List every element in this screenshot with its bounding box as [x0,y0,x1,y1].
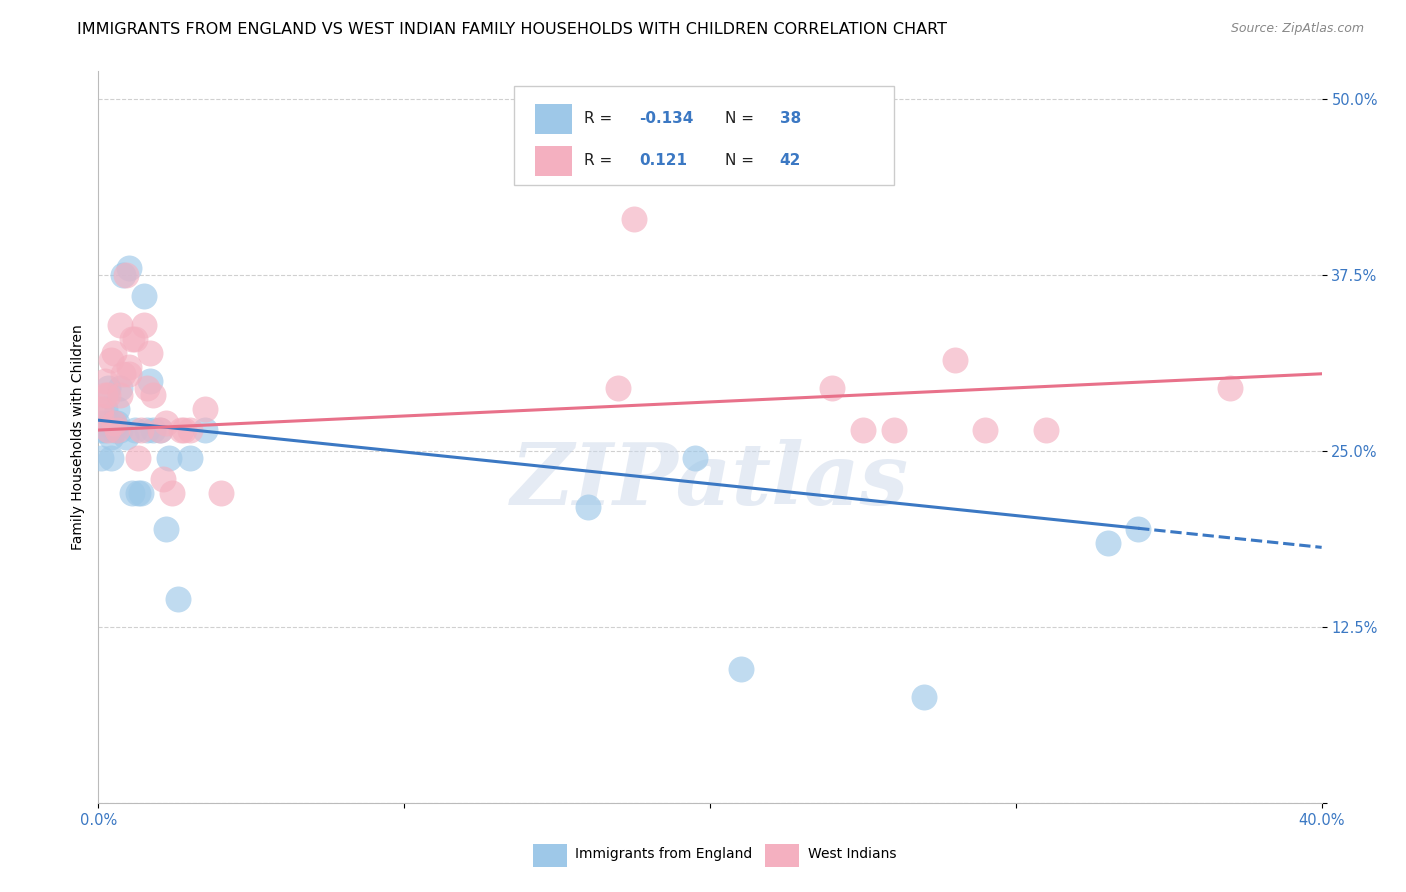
Point [93,388,115,402]
Point [136,381,159,395]
Point [90,423,112,437]
Text: Immigrants from England: Immigrants from England [575,847,752,861]
Point [1097,535,1119,549]
Point [209,486,232,500]
Point [173,423,195,437]
Point [576,500,599,515]
Point [124,423,146,437]
Text: -0.134: -0.134 [640,112,693,127]
Point [100,430,122,444]
Text: West Indians: West Indians [808,847,897,861]
Point [821,381,844,395]
Point [127,451,149,466]
Point [883,423,905,437]
Point [124,332,146,346]
Point [115,430,138,444]
Point [194,423,217,437]
Point [115,268,138,283]
Point [155,521,177,535]
Point [157,451,180,466]
Text: 38: 38 [780,112,801,127]
Point [129,486,152,500]
Y-axis label: Family Households with Children: Family Households with Children [70,324,84,550]
Point [943,352,966,367]
Text: 0.121: 0.121 [640,153,688,169]
Point [167,591,190,606]
Point [108,318,131,332]
Point [97,388,120,402]
Point [974,423,997,437]
Point [90,401,112,416]
Point [100,352,122,367]
Point [108,381,131,395]
Point [912,690,935,705]
Point [179,451,201,466]
Point [103,423,125,437]
Point [139,345,162,359]
Point [118,261,141,276]
Point [127,486,149,500]
Point [111,268,134,283]
Point [1128,521,1150,535]
Text: 42: 42 [780,153,801,169]
FancyBboxPatch shape [536,146,572,176]
Point [142,423,165,437]
Point [121,486,143,500]
Point [105,416,128,430]
Point [134,318,156,332]
Point [136,423,159,437]
Text: R =: R = [583,112,617,127]
Point [129,423,152,437]
Text: R =: R = [583,153,617,169]
Point [160,486,183,500]
Point [179,423,201,437]
Point [607,381,630,395]
Point [93,423,115,437]
FancyBboxPatch shape [515,86,893,185]
FancyBboxPatch shape [536,104,572,134]
Point [97,423,120,437]
Point [852,423,875,437]
Point [90,409,112,423]
Point [134,289,156,303]
Point [142,388,165,402]
Point [100,451,122,466]
Point [683,451,706,466]
FancyBboxPatch shape [533,844,567,867]
Point [170,423,193,437]
Text: N =: N = [724,112,759,127]
Text: Source: ZipAtlas.com: Source: ZipAtlas.com [1230,22,1364,36]
Point [103,345,125,359]
Point [1219,381,1241,395]
Point [149,423,172,437]
Point [121,332,143,346]
Point [97,416,120,430]
Point [111,367,134,381]
Point [730,662,752,676]
FancyBboxPatch shape [765,844,800,867]
Point [1035,423,1057,437]
Point [108,423,131,437]
Point [91,416,114,430]
Point [93,401,115,416]
Point [194,401,217,416]
Point [623,212,645,227]
Point [105,401,128,416]
Point [139,374,162,388]
Point [108,388,131,402]
Point [149,423,172,437]
Point [155,416,177,430]
Point [103,416,125,430]
Point [97,381,120,395]
Point [93,374,115,388]
Text: ZIPatlas: ZIPatlas [510,439,910,523]
Point [105,423,128,437]
Text: IMMIGRANTS FROM ENGLAND VS WEST INDIAN FAMILY HOUSEHOLDS WITH CHILDREN CORRELATI: IMMIGRANTS FROM ENGLAND VS WEST INDIAN F… [77,22,948,37]
Point [90,451,112,466]
Text: N =: N = [724,153,759,169]
Point [118,359,141,374]
Point [152,472,174,486]
Point [118,367,141,381]
Point [103,416,125,430]
